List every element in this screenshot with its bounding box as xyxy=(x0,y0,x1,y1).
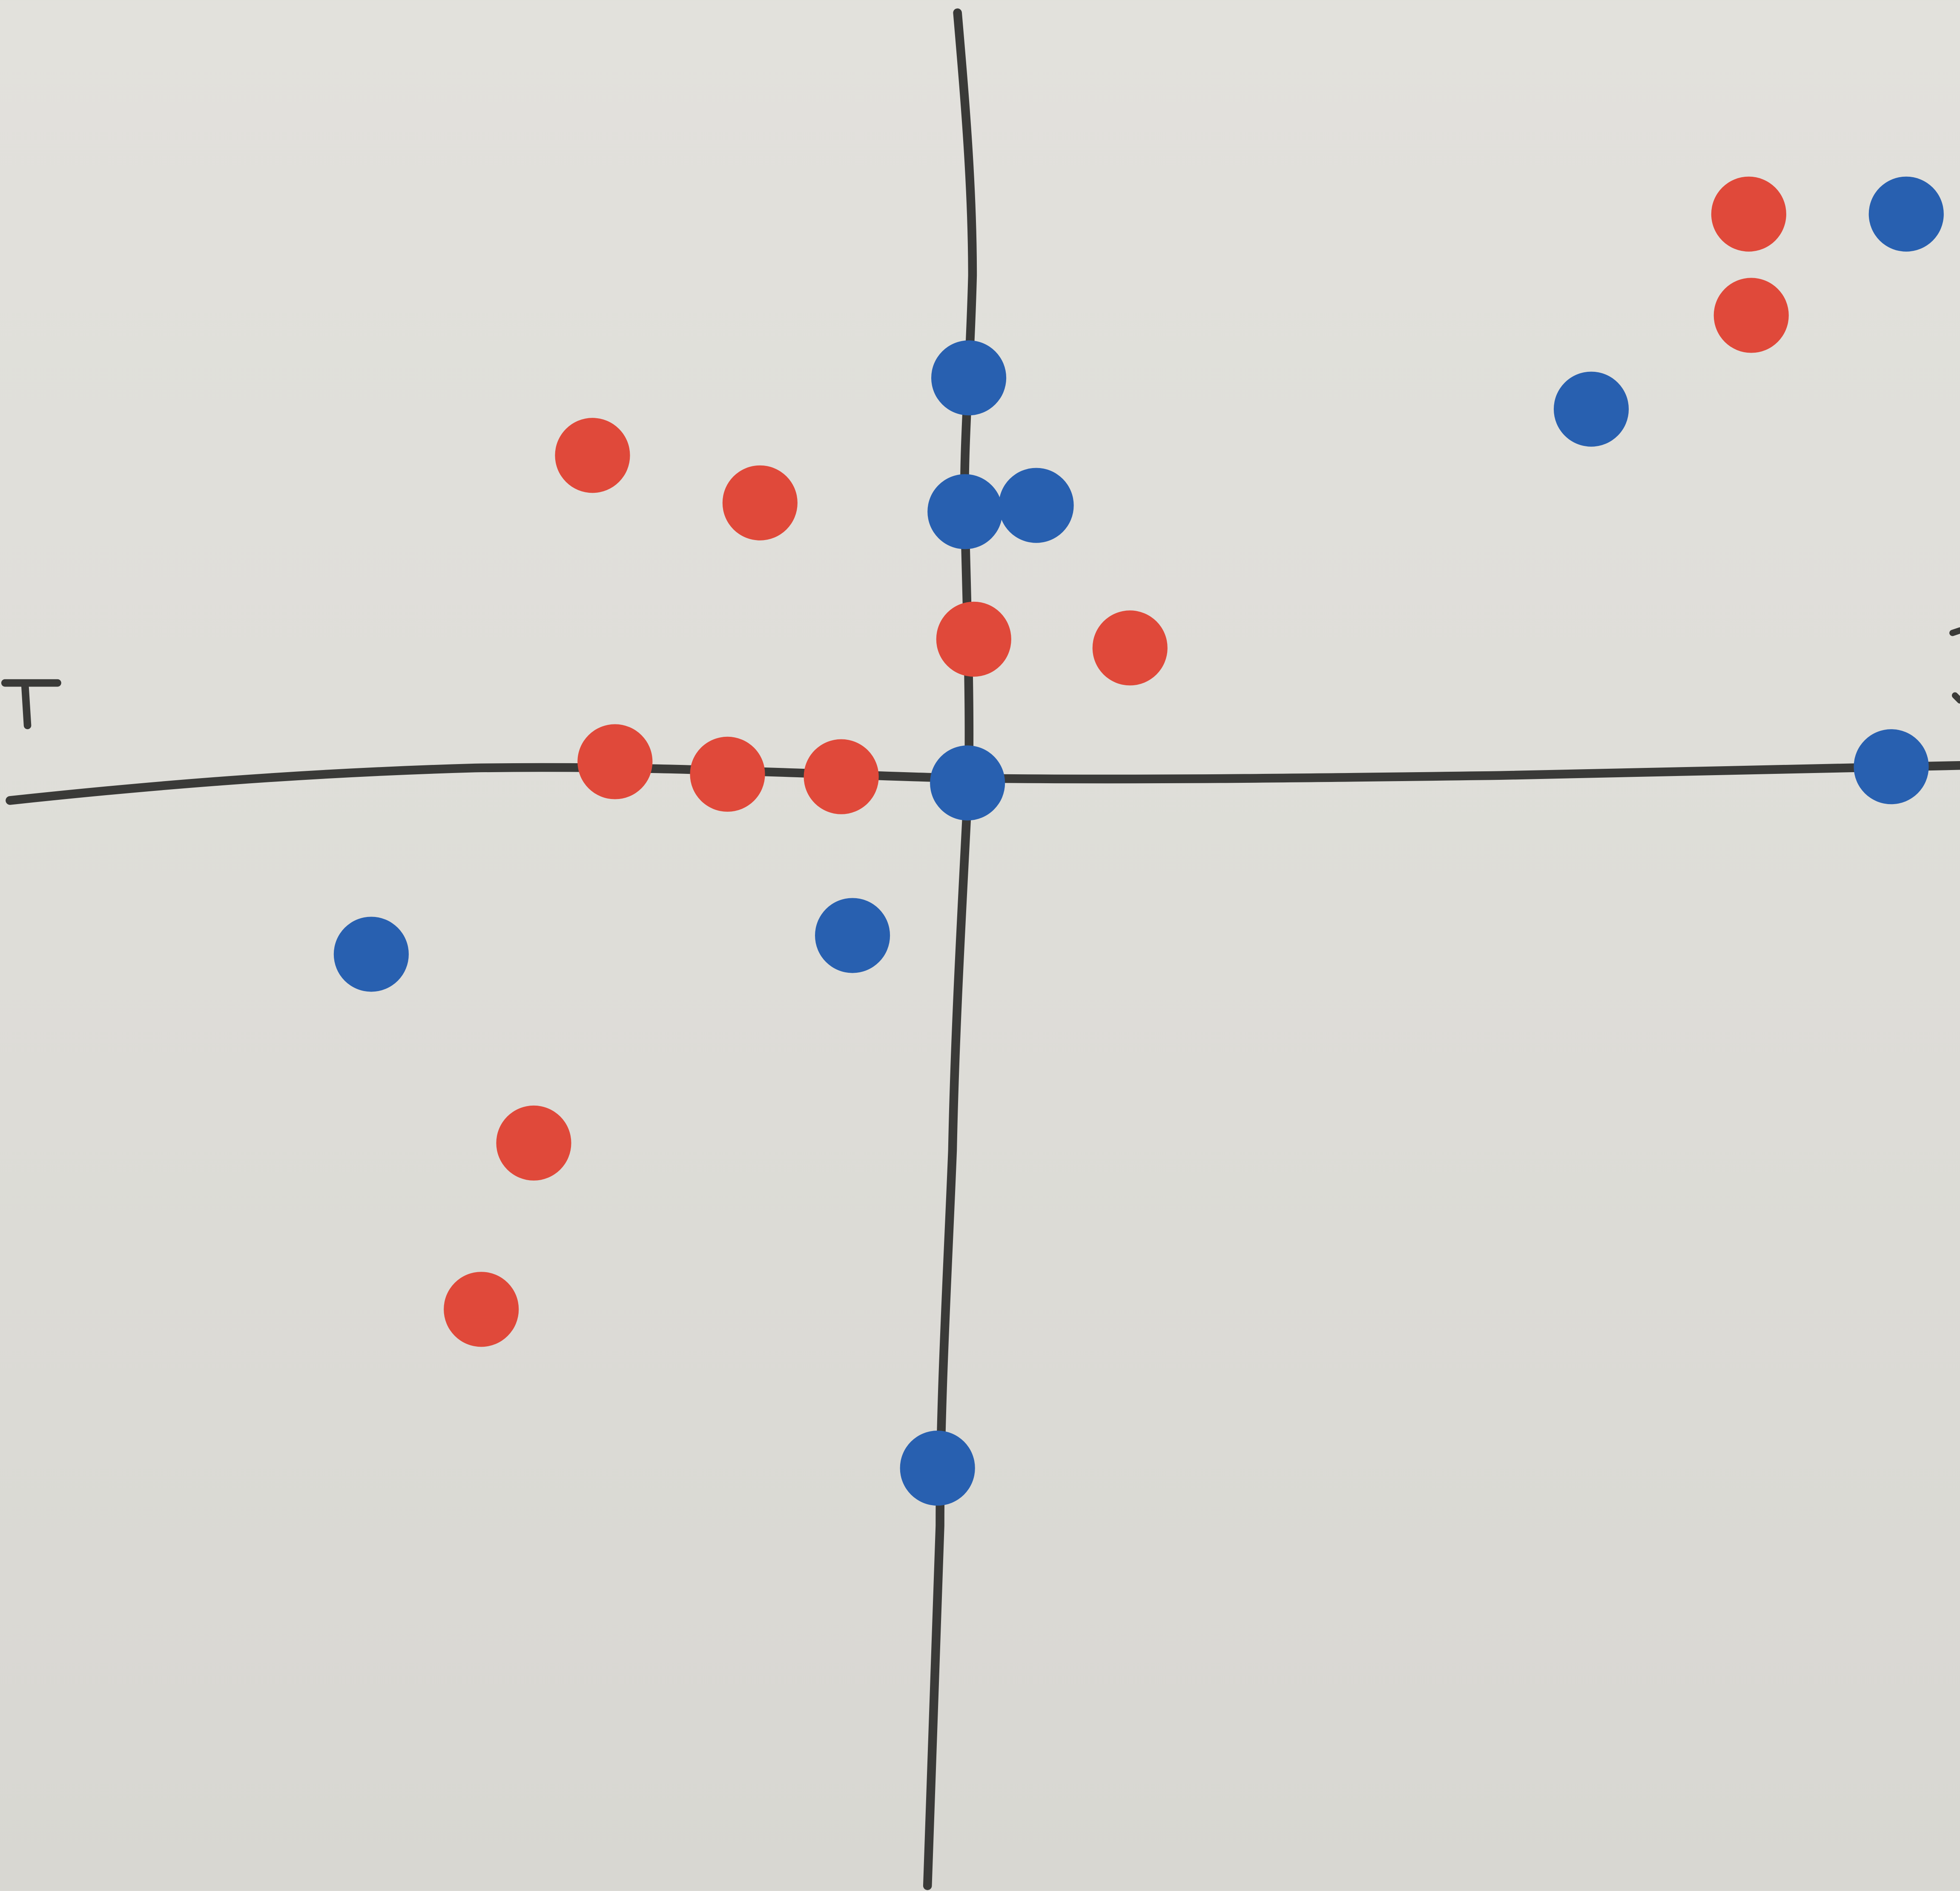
red-dot xyxy=(496,1106,571,1181)
blue-dot xyxy=(1869,177,1944,252)
blue-dot xyxy=(815,898,890,973)
red-dot xyxy=(1093,610,1168,685)
blue-dot xyxy=(999,468,1074,543)
red-dot xyxy=(936,602,1011,677)
red-dot xyxy=(444,1272,519,1347)
blue-dot xyxy=(334,917,409,991)
red-dot xyxy=(723,466,798,540)
blue-dot xyxy=(927,474,1002,549)
paper xyxy=(0,0,1960,1891)
blue-dot xyxy=(930,745,1005,820)
blue-dot xyxy=(900,1431,975,1506)
red-dot xyxy=(555,418,630,493)
blue-dot xyxy=(931,340,1006,415)
photo xyxy=(0,0,1960,1891)
blue-dot xyxy=(1854,729,1928,804)
red-dot xyxy=(577,724,652,799)
red-dot xyxy=(804,739,879,814)
red-dot xyxy=(1714,278,1789,353)
blue-dot xyxy=(1554,372,1629,447)
red-dot xyxy=(690,737,765,812)
red-dot xyxy=(1711,177,1786,252)
page: {} xyxy=(0,0,1960,1891)
